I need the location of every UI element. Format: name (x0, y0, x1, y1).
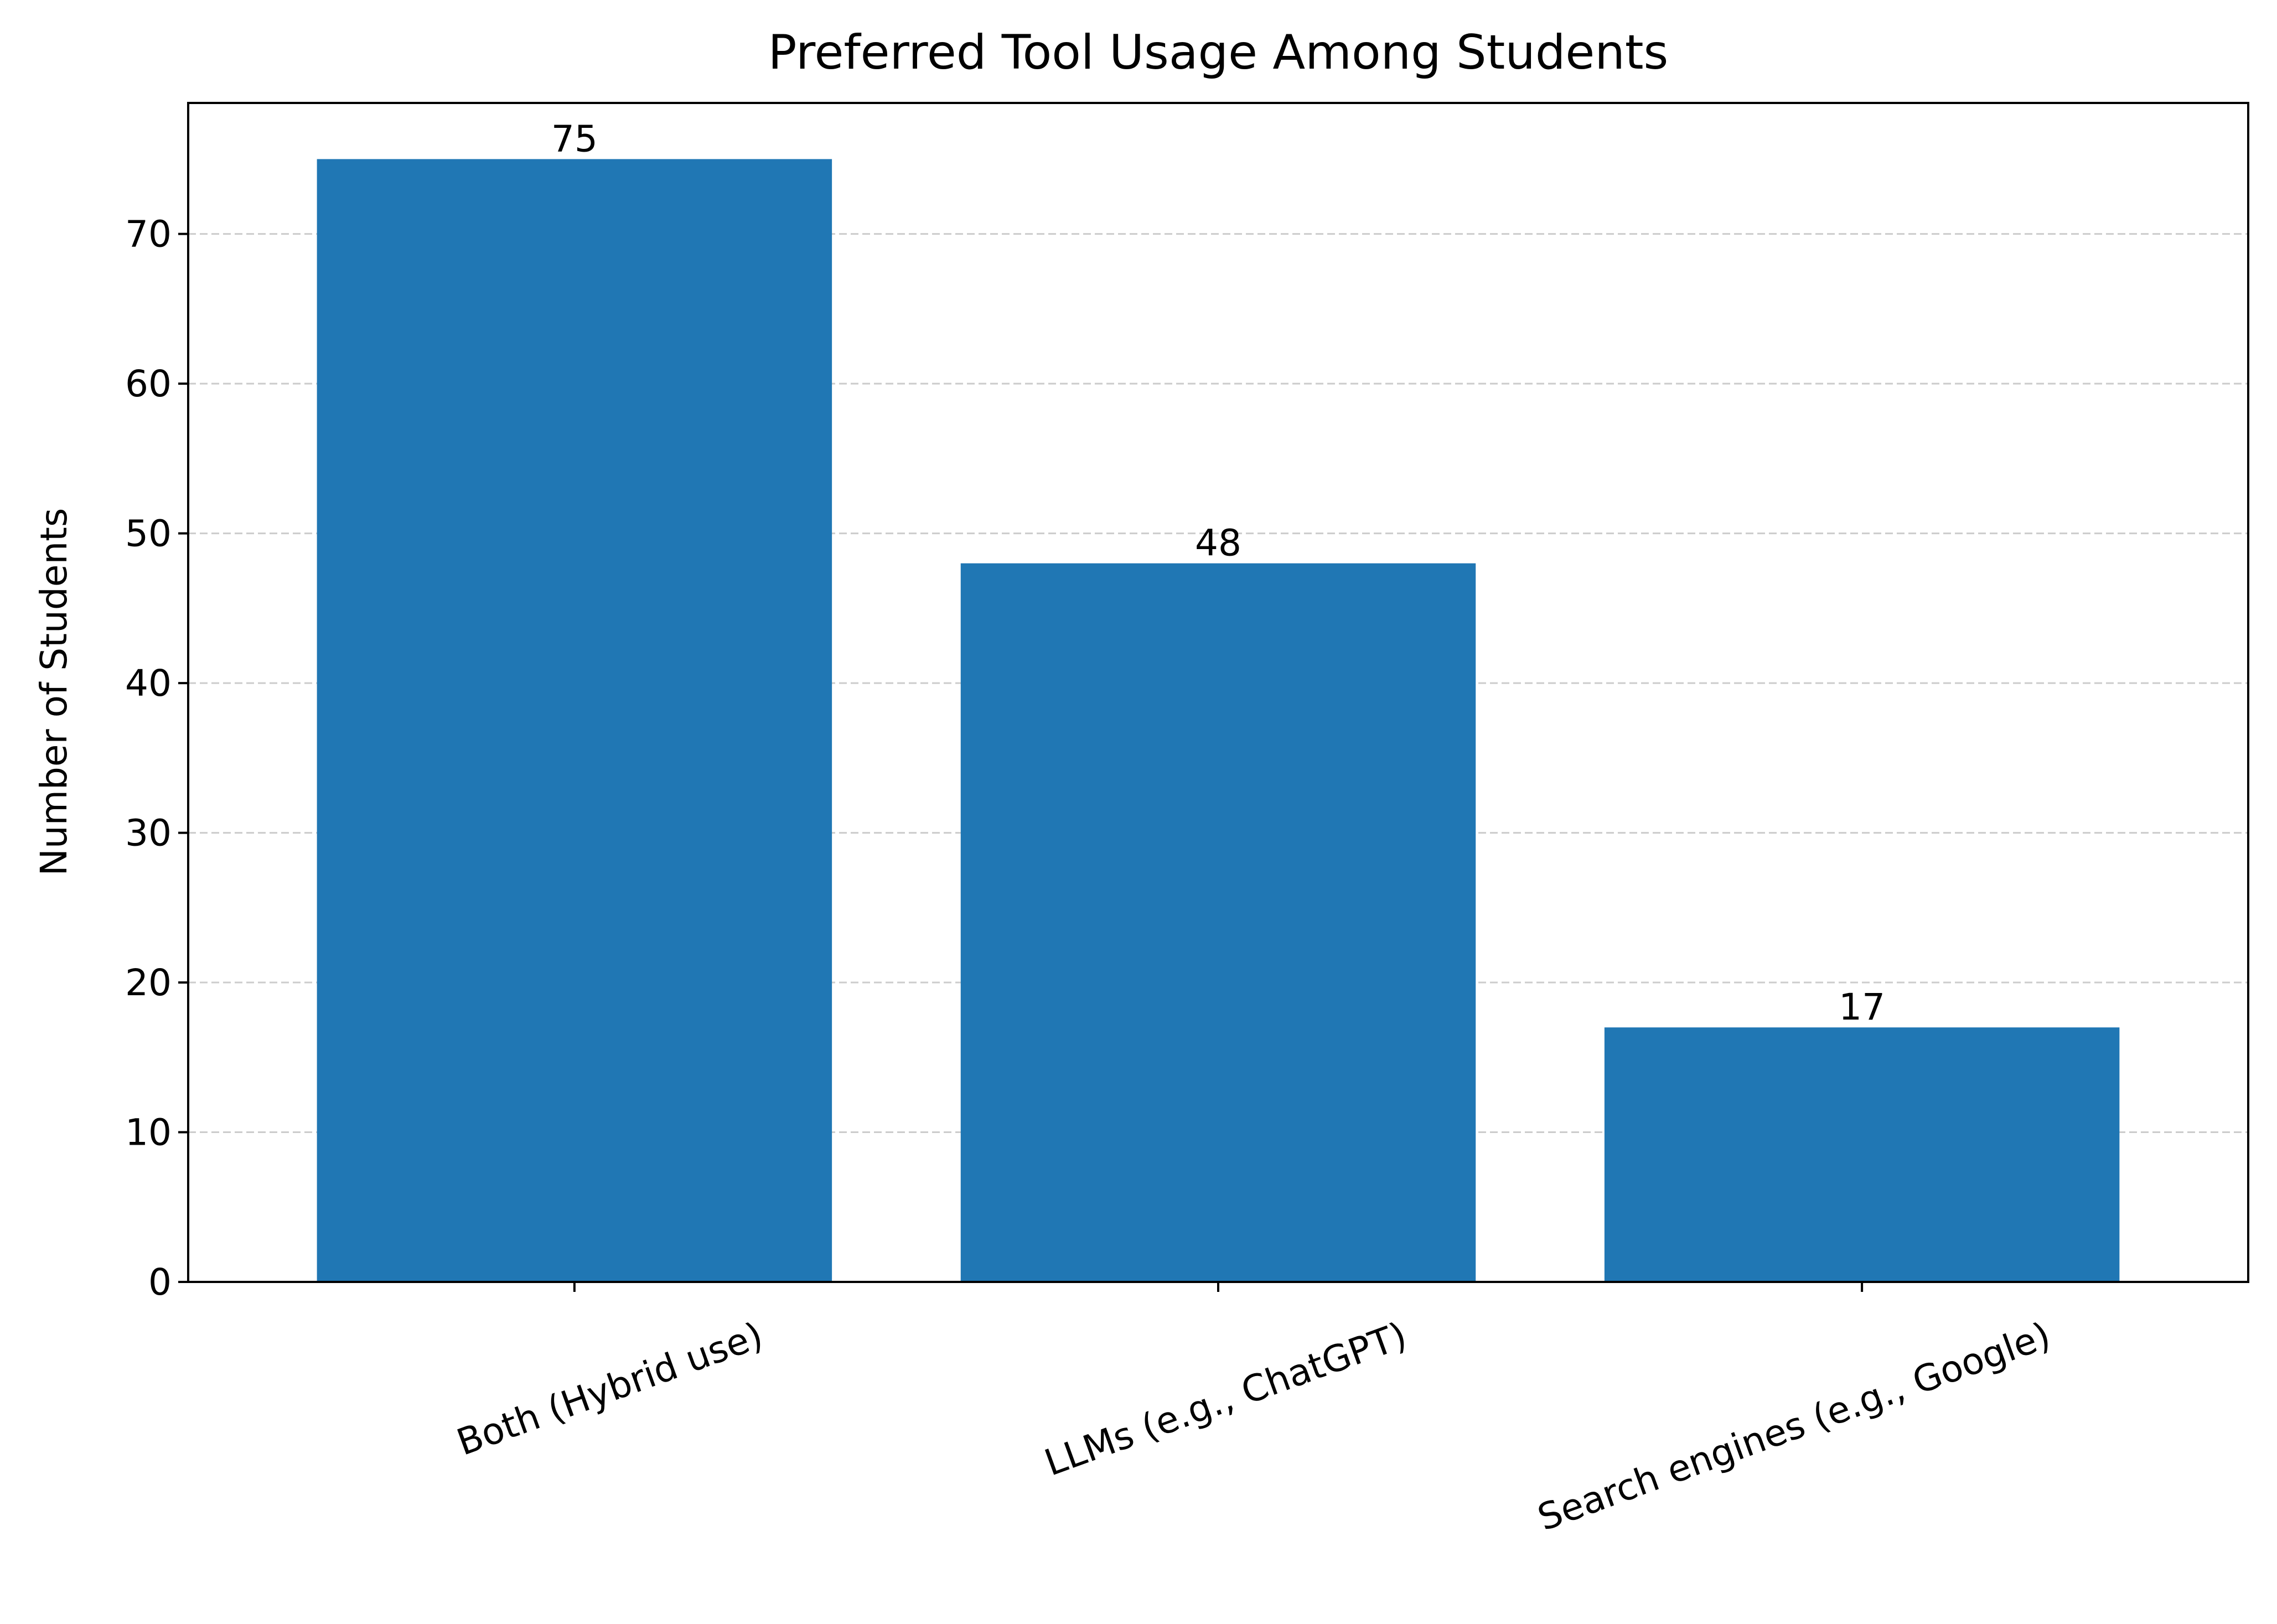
y-tick-label: 40 (125, 662, 172, 705)
y-tick-label: 10 (125, 1111, 172, 1154)
y-tick-label: 0 (148, 1261, 172, 1304)
bar-value-label: 75 (551, 117, 598, 160)
bars (317, 159, 2120, 1282)
chart-title: Preferred Tool Usage Among Students (768, 25, 1669, 80)
y-tick-label: 50 (125, 513, 172, 555)
y-tick-label: 60 (125, 363, 172, 405)
y-axis-ticks: 0 10 20 30 40 50 60 70 (125, 213, 188, 1304)
bar-value-label: 17 (1839, 986, 1885, 1028)
y-tick-label: 70 (125, 213, 172, 256)
y-tick-label: 30 (125, 812, 172, 855)
bar (960, 563, 1476, 1282)
y-tick-label: 20 (125, 961, 172, 1004)
y-axis-label: Number of Students (33, 508, 75, 876)
bar (317, 159, 832, 1282)
data-labels: 75 48 17 (551, 117, 1885, 1028)
bar (1604, 1027, 2120, 1282)
bar-value-label: 48 (1195, 522, 1241, 565)
